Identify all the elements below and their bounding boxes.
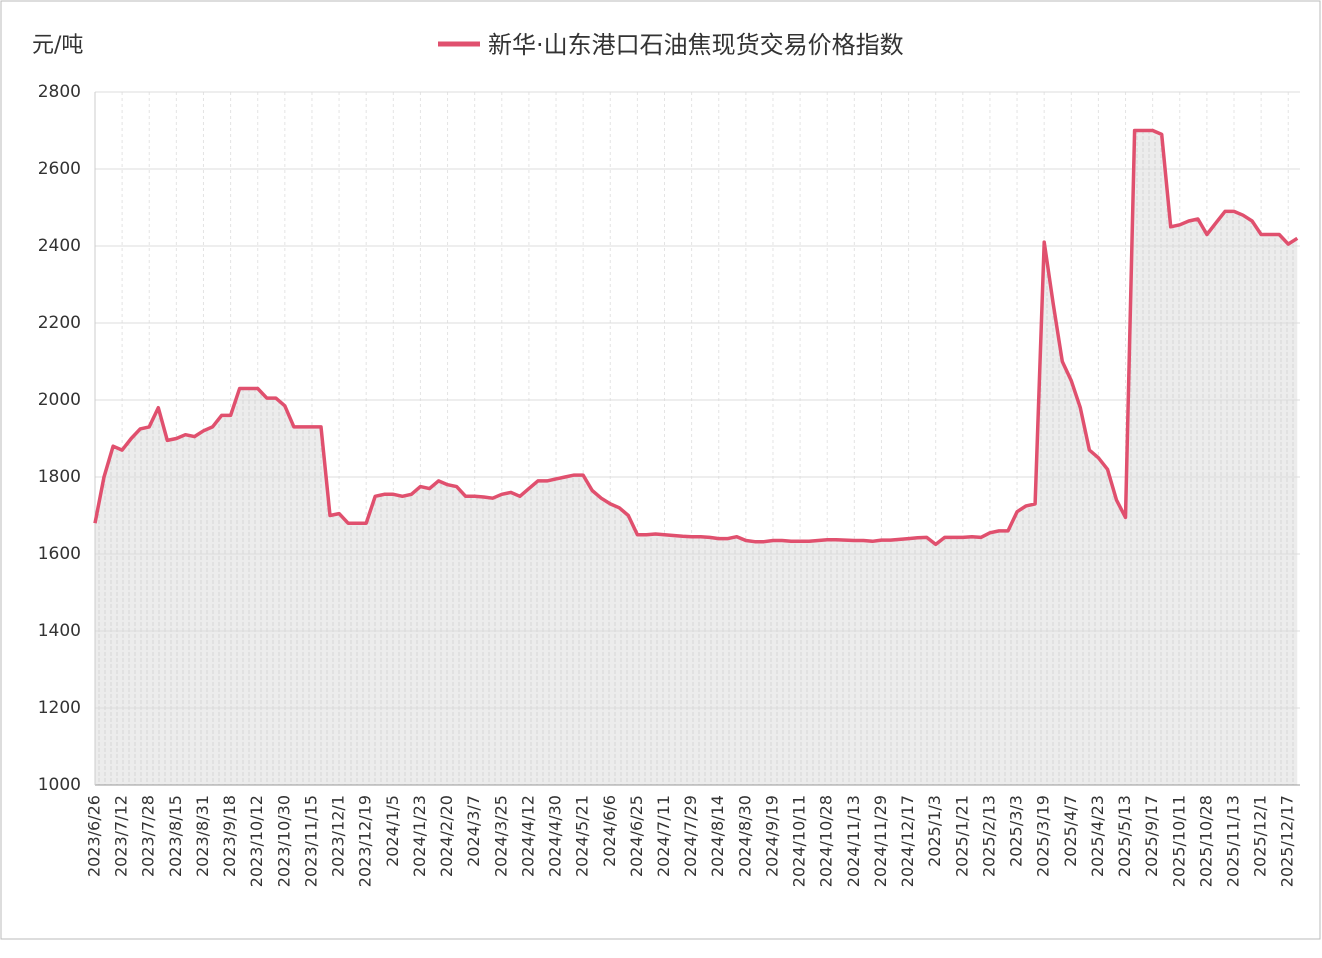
area — [95, 130, 1298, 785]
x-tick-label: 2025/4/7 — [1061, 795, 1080, 867]
x-tick-label: 2024/1/5 — [383, 795, 402, 867]
y-tick-label: 1600 — [38, 544, 81, 564]
x-tick-label: 2024/11/13 — [844, 795, 863, 887]
x-tick-label: 2024/6/6 — [600, 795, 619, 867]
x-tick-label: 2025/2/13 — [979, 795, 998, 877]
x-tick-label: 2023/10/12 — [247, 795, 266, 887]
x-tick-label: 2025/12/17 — [1278, 795, 1297, 887]
x-tick-label: 2024/3/25 — [491, 795, 510, 877]
x-tick-label: 2024/4/12 — [518, 795, 537, 877]
x-tick-label: 2025/1/21 — [952, 795, 971, 877]
x-tick-label: 2023/12/19 — [356, 795, 375, 887]
x-tick-label: 2023/12/1 — [329, 795, 348, 877]
x-tick-label: 2025/1/3 — [925, 795, 944, 867]
x-tick-label: 2024/4/30 — [546, 795, 565, 877]
x-tick-label: 2025/5/13 — [1115, 795, 1134, 877]
y-tick-label: 1400 — [38, 621, 81, 641]
y-tick-label: 1800 — [38, 467, 81, 487]
y-axis-unit: 元/吨 — [32, 33, 83, 58]
x-tick-label: 2024/6/25 — [627, 795, 646, 877]
y-tick-label: 2600 — [38, 159, 81, 179]
x-tick-label: 2023/8/31 — [193, 795, 212, 877]
x-tick-label: 2025/10/11 — [1169, 795, 1188, 887]
x-tick-label: 2024/3/7 — [464, 795, 483, 867]
x-tick-label: 2024/8/14 — [708, 795, 727, 877]
x-tick-label: 2025/3/19 — [1034, 795, 1053, 877]
x-tick-label: 2024/1/23 — [410, 795, 429, 877]
y-tick-label: 2000 — [38, 390, 81, 410]
x-tick-label: 2023/7/28 — [139, 795, 158, 877]
legend-label: 新华·山东港口石油焦现货交易价格指数 — [488, 31, 904, 59]
x-tick-label: 2025/11/13 — [1224, 795, 1243, 887]
x-tick-label: 2025/10/28 — [1196, 795, 1215, 887]
x-tick-label: 2025/9/17 — [1142, 795, 1161, 877]
x-tick-label: 2024/2/20 — [437, 795, 456, 877]
x-tick-label: 2025/3/3 — [1007, 795, 1026, 867]
y-tick-label: 1000 — [38, 775, 81, 795]
x-tick-label: 2024/10/28 — [817, 795, 836, 887]
x-tick-label: 2024/7/29 — [681, 795, 700, 877]
x-tick-label: 2025/12/1 — [1251, 795, 1270, 877]
y-tick-label: 2400 — [38, 236, 81, 256]
x-tick-label: 2023/10/30 — [274, 795, 293, 887]
x-tick-label: 2023/6/26 — [85, 795, 104, 877]
x-tick-label: 2024/9/19 — [762, 795, 781, 877]
x-tick-label: 2024/12/17 — [898, 795, 917, 887]
x-tick-label: 2024/8/30 — [735, 795, 754, 877]
x-tick-label: 2023/8/15 — [166, 795, 185, 877]
y-tick-label: 2800 — [38, 82, 81, 102]
x-tick-label: 2024/5/21 — [573, 795, 592, 877]
y-tick-label: 2200 — [38, 313, 81, 333]
x-tick-label: 2025/4/23 — [1088, 795, 1107, 877]
x-tick-label: 2024/10/11 — [790, 795, 809, 887]
x-tick-label: 2023/11/15 — [301, 795, 320, 887]
line — [93, 128, 1299, 547]
x-tick-label: 2024/7/11 — [654, 795, 673, 877]
x-tick-label: 2024/11/29 — [871, 795, 890, 887]
x-tick-label: 2023/7/12 — [112, 795, 131, 877]
x-tick-label: 2023/9/18 — [220, 795, 239, 877]
y-tick-label: 1200 — [38, 698, 81, 718]
